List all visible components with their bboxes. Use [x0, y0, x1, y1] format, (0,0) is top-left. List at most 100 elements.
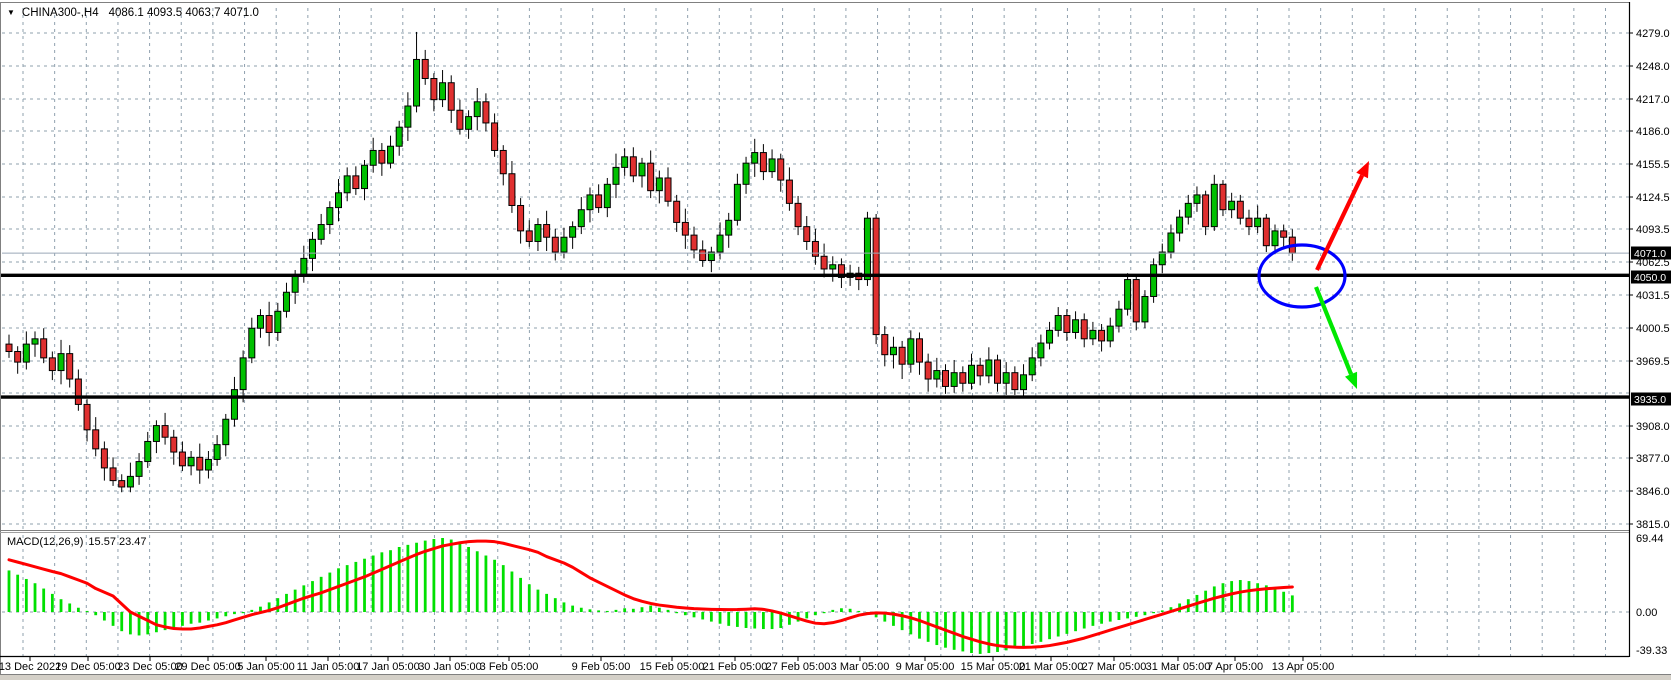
- macd-bar: [111, 612, 115, 626]
- macd-bar: [250, 609, 254, 612]
- macd-bar: [1134, 612, 1138, 617]
- time-axis-label: 13 Dec 2022: [0, 661, 61, 673]
- bull-candle: [1176, 216, 1184, 234]
- macd-bar: [7, 570, 11, 612]
- macd-bar: [1004, 612, 1008, 651]
- macd-bar: [380, 552, 384, 612]
- macd-bar: [1169, 607, 1173, 612]
- bear-candle: [109, 467, 117, 482]
- bearish-scenario-arrow-annotation[interactable]: [1314, 286, 1358, 389]
- price-axis-label: 4279.0: [1636, 28, 1670, 40]
- macd-bar: [744, 612, 748, 628]
- macd-bar: [614, 609, 618, 612]
- bull-candle: [213, 444, 221, 460]
- macd-bar: [1230, 581, 1234, 612]
- bear-candle: [265, 315, 273, 333]
- macd-bar: [76, 607, 80, 612]
- bull-candle: [621, 156, 629, 168]
- macd-bar: [527, 584, 531, 612]
- price-axis-label: 4217.0: [1636, 94, 1670, 106]
- macd-bar: [978, 612, 982, 654]
- time-axis-label: 15 Mar 05:00: [961, 661, 1026, 673]
- bear-candle: [1219, 183, 1227, 211]
- bull-candle: [230, 389, 238, 420]
- price-axis[interactable]: 4279.0 4248.0 4217.0 4186.0 4155.5 4124.5 4093…: [1629, 28, 1671, 657]
- chart-dropdown-icon[interactable]: ▼: [7, 8, 15, 17]
- macd-bar: [1013, 612, 1017, 649]
- bear-candle: [161, 425, 169, 438]
- bull-candle: [733, 183, 741, 221]
- bull-candle: [326, 207, 334, 226]
- bullish-scenario-arrow-annotation[interactable]: [1315, 161, 1369, 271]
- bull-candle: [274, 310, 282, 333]
- bull-candle: [395, 126, 403, 147]
- bull-candle: [586, 194, 594, 211]
- bull-candle: [248, 327, 256, 359]
- bull-candle: [907, 338, 915, 365]
- price-axis-label: 4124.5: [1636, 192, 1670, 204]
- macd-bar: [553, 598, 557, 612]
- time-axis-label: 21 Feb 05:00: [703, 661, 768, 673]
- price-axis-label: 3969.5: [1636, 356, 1670, 368]
- macd-bar: [1065, 612, 1069, 634]
- macd-bar: [1282, 591, 1286, 612]
- bull-candle: [404, 105, 412, 128]
- bull-candle: [291, 274, 299, 293]
- macd-bar: [883, 612, 887, 622]
- macd-bar: [233, 612, 236, 615]
- bull-candle: [742, 162, 750, 185]
- macd-bar: [458, 542, 462, 612]
- bear-candle: [681, 221, 689, 236]
- macd-bar: [1048, 612, 1051, 640]
- macd-bar: [848, 608, 852, 612]
- macd-bar: [163, 612, 167, 631]
- annotations[interactable]: [1257, 161, 1369, 389]
- macd-bar: [363, 558, 366, 612]
- macd-axis-label: -39.33: [1636, 645, 1667, 657]
- macd-bar: [189, 612, 193, 624]
- price-axis-label: 4031.5: [1636, 290, 1670, 302]
- macd-bar: [727, 612, 731, 626]
- bull-candle: [439, 82, 447, 101]
- macd-bar: [198, 612, 202, 623]
- bull-candle: [343, 175, 351, 194]
- macd-bar: [814, 612, 817, 616]
- time-axis-label: 15 Feb 05:00: [640, 661, 705, 673]
- macd-bar: [354, 561, 358, 612]
- bull-candle: [1089, 329, 1097, 340]
- ellipse-annotation[interactable]: [1257, 243, 1347, 309]
- macd-bar: [840, 608, 843, 612]
- macd-bar: [215, 612, 219, 619]
- bull-candle: [768, 158, 776, 173]
- price-line-label-box: [1631, 270, 1671, 284]
- bear-candle: [1098, 329, 1106, 342]
- macd-bar: [102, 612, 106, 621]
- time-axis-label: 31 Mar 05:00: [1146, 661, 1211, 673]
- macd-bar: [1022, 612, 1025, 647]
- macd-bar: [85, 610, 89, 613]
- bull-candle: [1054, 315, 1062, 331]
- bear-candle: [837, 264, 845, 278]
- price-line-label: 4071.0: [1634, 248, 1666, 260]
- bear-candle: [994, 359, 1002, 384]
- macd-indicator-label: MACD(12,26,9) 15.57 23.47: [7, 536, 152, 548]
- time-axis-label: 13 Apr 05:00: [1272, 661, 1334, 673]
- symbol-label[interactable]: ▼ CHINA300-,H4 4086.1 4093.5 4063.7 4071.0: [7, 7, 259, 19]
- bear-candle: [517, 204, 525, 232]
- bull-candle: [933, 370, 941, 380]
- macd-bar: [579, 607, 583, 612]
- bear-candle: [1080, 319, 1088, 340]
- macd-bar: [415, 542, 418, 612]
- macd-bar: [406, 544, 410, 612]
- bull-candle: [222, 418, 230, 446]
- macd-bar: [276, 598, 280, 612]
- macd-bar: [796, 612, 800, 622]
- time-axis-label: 21 Mar 05:00: [1019, 661, 1084, 673]
- bear-candle: [352, 175, 360, 190]
- macd-bar: [1056, 612, 1060, 637]
- bull-candle: [1167, 232, 1175, 253]
- bear-candle: [915, 338, 923, 363]
